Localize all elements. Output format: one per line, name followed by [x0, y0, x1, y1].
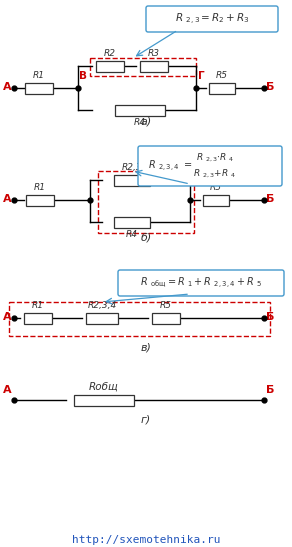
Bar — [9, 302, 270, 336]
Text: R5: R5 — [160, 301, 172, 310]
Text: A: A — [4, 312, 12, 322]
Text: R4: R4 — [134, 118, 146, 127]
Text: A: A — [4, 385, 12, 395]
Text: Rобщ: Rобщ — [89, 382, 119, 392]
Bar — [114, 174, 150, 185]
FancyBboxPatch shape — [146, 6, 278, 32]
Text: а): а) — [140, 117, 152, 127]
Text: $R\ _{2,3,4}\ =$: $R\ _{2,3,4}\ =$ — [148, 159, 193, 173]
Text: г): г) — [141, 415, 151, 425]
Text: б): б) — [140, 233, 152, 243]
Text: Б: Б — [266, 312, 274, 322]
Text: В: В — [79, 71, 87, 81]
Text: R1: R1 — [34, 183, 46, 192]
Bar — [140, 61, 168, 72]
Text: R1: R1 — [32, 301, 44, 310]
Text: R3: R3 — [148, 49, 160, 58]
Bar — [96, 61, 124, 72]
Bar — [115, 104, 165, 115]
Text: Б: Б — [266, 82, 274, 92]
Text: R2: R2 — [104, 49, 116, 58]
Text: R5: R5 — [216, 71, 228, 80]
Text: Б: Б — [266, 385, 274, 395]
Bar — [114, 217, 150, 228]
Bar — [24, 312, 52, 323]
Bar — [26, 195, 54, 206]
FancyBboxPatch shape — [118, 270, 284, 296]
Text: Б: Б — [266, 194, 274, 204]
Text: $R\ _{\sf общ}=R\ _1+R\ _{2,3,4}+R\ _5$: $R\ _{\sf общ}=R\ _1+R\ _{2,3,4}+R\ _5$ — [140, 276, 262, 290]
Text: R1: R1 — [33, 71, 45, 80]
Text: $R\ _{2,3}=R_2+R_3$: $R\ _{2,3}=R_2+R_3$ — [175, 11, 249, 27]
Bar — [209, 83, 235, 94]
Bar — [90, 58, 196, 76]
Text: в): в) — [140, 343, 152, 353]
FancyBboxPatch shape — [138, 146, 282, 186]
Text: A: A — [4, 82, 12, 92]
Text: http://sxemotehnika.ru: http://sxemotehnika.ru — [72, 535, 220, 545]
Text: R5: R5 — [210, 183, 222, 192]
Bar — [25, 83, 53, 94]
Text: $R\ _{2,3}{\cdot}R\ _4$: $R\ _{2,3}{\cdot}R\ _4$ — [196, 152, 234, 164]
Bar — [203, 195, 229, 206]
Text: A: A — [4, 194, 12, 204]
Bar — [74, 394, 134, 405]
Text: Г: Г — [198, 71, 205, 81]
Text: R2,3,4: R2,3,4 — [87, 301, 117, 310]
Bar — [152, 312, 180, 323]
Text: R2,3: R2,3 — [122, 163, 142, 172]
Bar — [86, 312, 118, 323]
Text: $R\ _{2,3}{+}R\ _4$: $R\ _{2,3}{+}R\ _4$ — [193, 168, 237, 180]
Text: R4: R4 — [126, 230, 138, 239]
Bar — [98, 171, 194, 233]
